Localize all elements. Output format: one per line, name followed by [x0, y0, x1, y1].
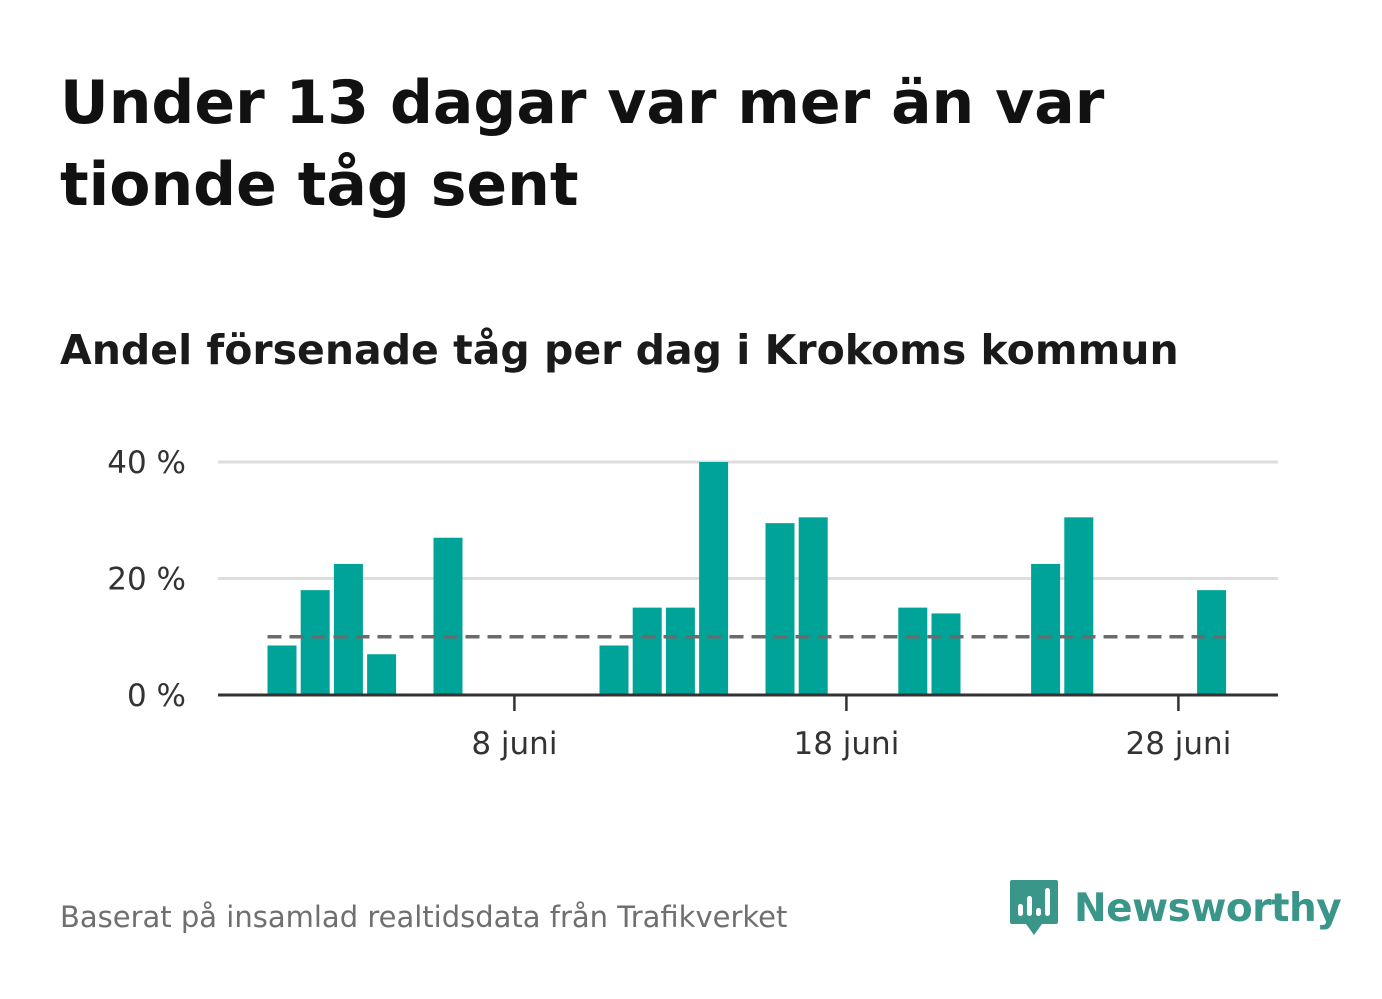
bar: [1197, 590, 1227, 695]
bar: [931, 613, 961, 695]
x-tick-label: 18 juni: [793, 726, 899, 762]
bar: [333, 563, 363, 695]
bar: [632, 607, 662, 695]
newsworthy-logo-icon: [1010, 880, 1058, 935]
bar: [267, 645, 297, 695]
bar: [699, 462, 729, 695]
y-tick-label: 0 %: [127, 678, 186, 714]
bar: [798, 517, 828, 695]
chart-title: Under 13 dagar var mer än var tionde tåg…: [60, 68, 1105, 220]
bar: [898, 607, 928, 695]
chart-subtitle: Andel försenade tåg per dag i Krokoms ko…: [60, 326, 1179, 374]
bar: [367, 654, 397, 695]
source-note: Baserat på insamlad realtidsdata från Tr…: [60, 900, 788, 934]
newsworthy-logo-text: Newsworthy: [1074, 885, 1342, 931]
x-tick-label: 8 juni: [471, 726, 557, 762]
bar: [1031, 563, 1061, 695]
y-tick-label: 20 %: [107, 562, 186, 598]
newsworthy-logo: Newsworthy: [1008, 876, 1342, 940]
bar: [300, 590, 330, 695]
bar: [765, 523, 795, 695]
bar: [665, 607, 695, 695]
bar: [599, 645, 629, 695]
y-tick-label: 40 %: [107, 445, 186, 481]
x-tick-label: 28 juni: [1125, 726, 1231, 762]
bar: [1064, 517, 1094, 695]
bar: [433, 537, 463, 695]
